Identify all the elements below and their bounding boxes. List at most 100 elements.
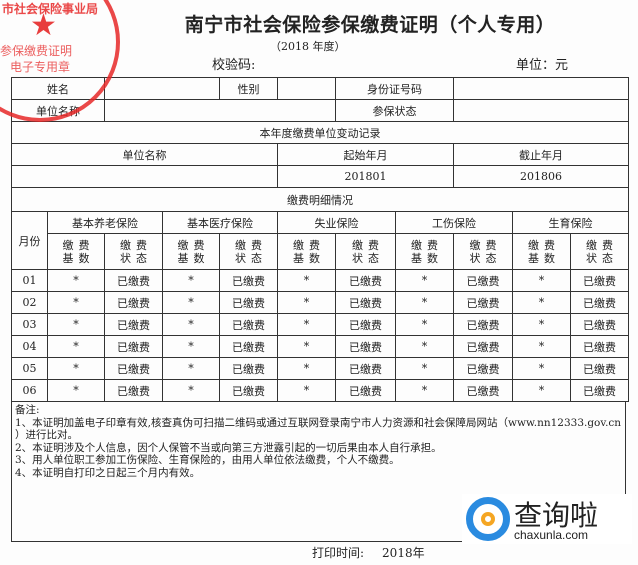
status-cell: 已缴费: [104, 379, 163, 402]
base-cell: *: [395, 357, 454, 380]
insurance-header: 基本医疗保险: [162, 211, 278, 234]
insurance-header: 工伤保险: [395, 211, 513, 234]
status-cell: 已缴费: [335, 313, 396, 336]
id-value: [452, 77, 630, 100]
table-row: 01 * 已缴费 * 已缴费 * 已缴费 * 已缴费 * 已缴费: [11, 269, 630, 292]
status-header: 缴费状态: [335, 233, 396, 270]
base-header: 缴费基数: [277, 233, 336, 270]
note-line: 4、本证明自打印之日起三个月内有效。: [15, 466, 201, 479]
status-header-text: 缴费状态: [469, 238, 502, 265]
status-cell: 已缴费: [569, 379, 630, 402]
status-cell: 已缴费: [569, 313, 630, 336]
status-header-text: 缴费状态: [235, 238, 267, 265]
insurance-header: 基本养老保险: [47, 211, 163, 234]
base-header-text: 缴费基数: [177, 238, 210, 265]
employer-value: [104, 99, 336, 122]
insurance-header: 失业保险: [277, 211, 396, 234]
base-cell: *: [162, 335, 220, 358]
status-cell: 已缴费: [453, 313, 513, 336]
base-cell: *: [512, 357, 571, 380]
status-cell: 已缴费: [219, 335, 278, 358]
status-cell: 已缴费: [335, 335, 396, 358]
month-cell: 06: [11, 379, 48, 402]
base-cell: *: [512, 269, 571, 292]
status-header: 缴费状态: [104, 233, 163, 270]
status-cell: 已缴费: [104, 291, 163, 314]
page-title: 南宁市社会保险参保缴费证明（个人专用）: [184, 14, 556, 36]
name-value: [104, 77, 220, 100]
month-cell: 01: [11, 269, 48, 292]
base-header-text: 缴费基数: [62, 238, 95, 265]
note-line: 3、用人单位职工参加工伤保险、生育保险的，由用人单位依法缴费，个人不缴费。: [15, 454, 400, 466]
status-header: 缴费状态: [569, 233, 630, 270]
base-header: 缴费基数: [162, 233, 220, 270]
search-logo-icon: [466, 497, 510, 541]
base-cell: *: [47, 357, 105, 380]
base-cell: *: [277, 269, 336, 292]
base-cell: *: [47, 379, 105, 402]
base-cell: *: [47, 291, 105, 314]
status-cell: 已缴费: [569, 269, 630, 292]
base-cell: *: [277, 357, 336, 380]
status-cell: 已缴费: [104, 313, 163, 336]
status-header-text: 缴费状态: [352, 238, 384, 265]
base-header-text: 缴费基数: [411, 238, 443, 265]
month-header: 月份: [11, 211, 48, 270]
base-header-text: 缴费基数: [293, 238, 325, 265]
change-start-value: 201801: [277, 165, 454, 188]
status-cell: 已缴费: [219, 269, 278, 292]
certificate-table: 姓名 性别 身份证号码 单位名称 参保状态 本年度缴费单位变动记录 单位名称 起…: [10, 77, 630, 402]
status-cell: 已缴费: [335, 357, 396, 380]
month-cell: 03: [11, 313, 48, 336]
base-cell: *: [395, 291, 454, 314]
base-cell: *: [47, 269, 105, 292]
seal-line2: 电子专用章: [10, 60, 71, 74]
print-time-label: 打印时间:: [312, 546, 365, 560]
base-header: 缴费基数: [395, 233, 454, 270]
status-cell: 已缴费: [453, 291, 513, 314]
base-cell: *: [162, 291, 220, 314]
status-cell: 已缴费: [569, 291, 630, 314]
unit-label: 单位：元: [516, 58, 569, 73]
base-cell: *: [277, 291, 336, 314]
status-cell: 已缴费: [104, 269, 163, 292]
status-cell: 已缴费: [219, 357, 278, 380]
table-row: 03 * 已缴费 * 已缴费 * 已缴费 * 已缴费 * 已缴费: [11, 313, 630, 336]
gender-label: 性别: [219, 77, 278, 100]
status-cell: 已缴费: [335, 379, 396, 402]
watermark-logo: 查询啦 chaxunla.com: [462, 494, 632, 544]
print-time: 打印时间: 2018年: [312, 544, 425, 561]
status-header: 缴费状态: [219, 233, 278, 270]
status-cell: 已缴费: [104, 357, 163, 380]
status-cell: 已缴费: [219, 313, 278, 336]
notes-section: 备注: 1、本证明加盖电子印章有效,核查真伪可扫描二维码或通过互联网登录南宁市人…: [11, 402, 626, 542]
status-cell: 已缴费: [219, 379, 278, 402]
base-cell: *: [512, 313, 571, 336]
insurance-header: 生育保险: [511, 211, 630, 234]
table-row: 05 * 已缴费 * 已缴费 * 已缴费 * 已缴费 * 已缴费: [11, 357, 630, 380]
base-cell: *: [395, 313, 454, 336]
base-cell: *: [395, 269, 454, 292]
status-header-text: 缴费状态: [120, 238, 152, 265]
base-cell: *: [395, 335, 454, 358]
status-cell: 已缴费: [104, 335, 163, 358]
status-cell: 已缴费: [569, 357, 630, 380]
id-label: 身份证号码: [335, 77, 454, 100]
change-record-title: 本年度缴费单位变动记录: [10, 121, 630, 144]
watermark-text: 查询啦: [514, 499, 599, 532]
status-cell: 已缴费: [453, 357, 513, 380]
verify-code-label: 校验码:: [212, 58, 256, 73]
seal-arc-text: 市社会保险事业局: [2, 2, 99, 16]
status-cell: 已缴费: [453, 335, 513, 358]
status-cell: 已缴费: [569, 335, 630, 358]
status-value: [452, 99, 630, 122]
note-line: 2、本证明涉及个人信息，因个人保管不当或向第三方泄露引起的一切后果由本人自行承担…: [15, 441, 442, 454]
change-employer-value: [11, 165, 278, 188]
base-header-text: 缴费基数: [528, 238, 560, 265]
base-cell: *: [47, 335, 105, 358]
base-cell: *: [277, 313, 336, 336]
base-cell: *: [512, 335, 571, 358]
change-end-value: 201806: [452, 165, 630, 188]
status-header: 缴费状态: [453, 233, 513, 270]
